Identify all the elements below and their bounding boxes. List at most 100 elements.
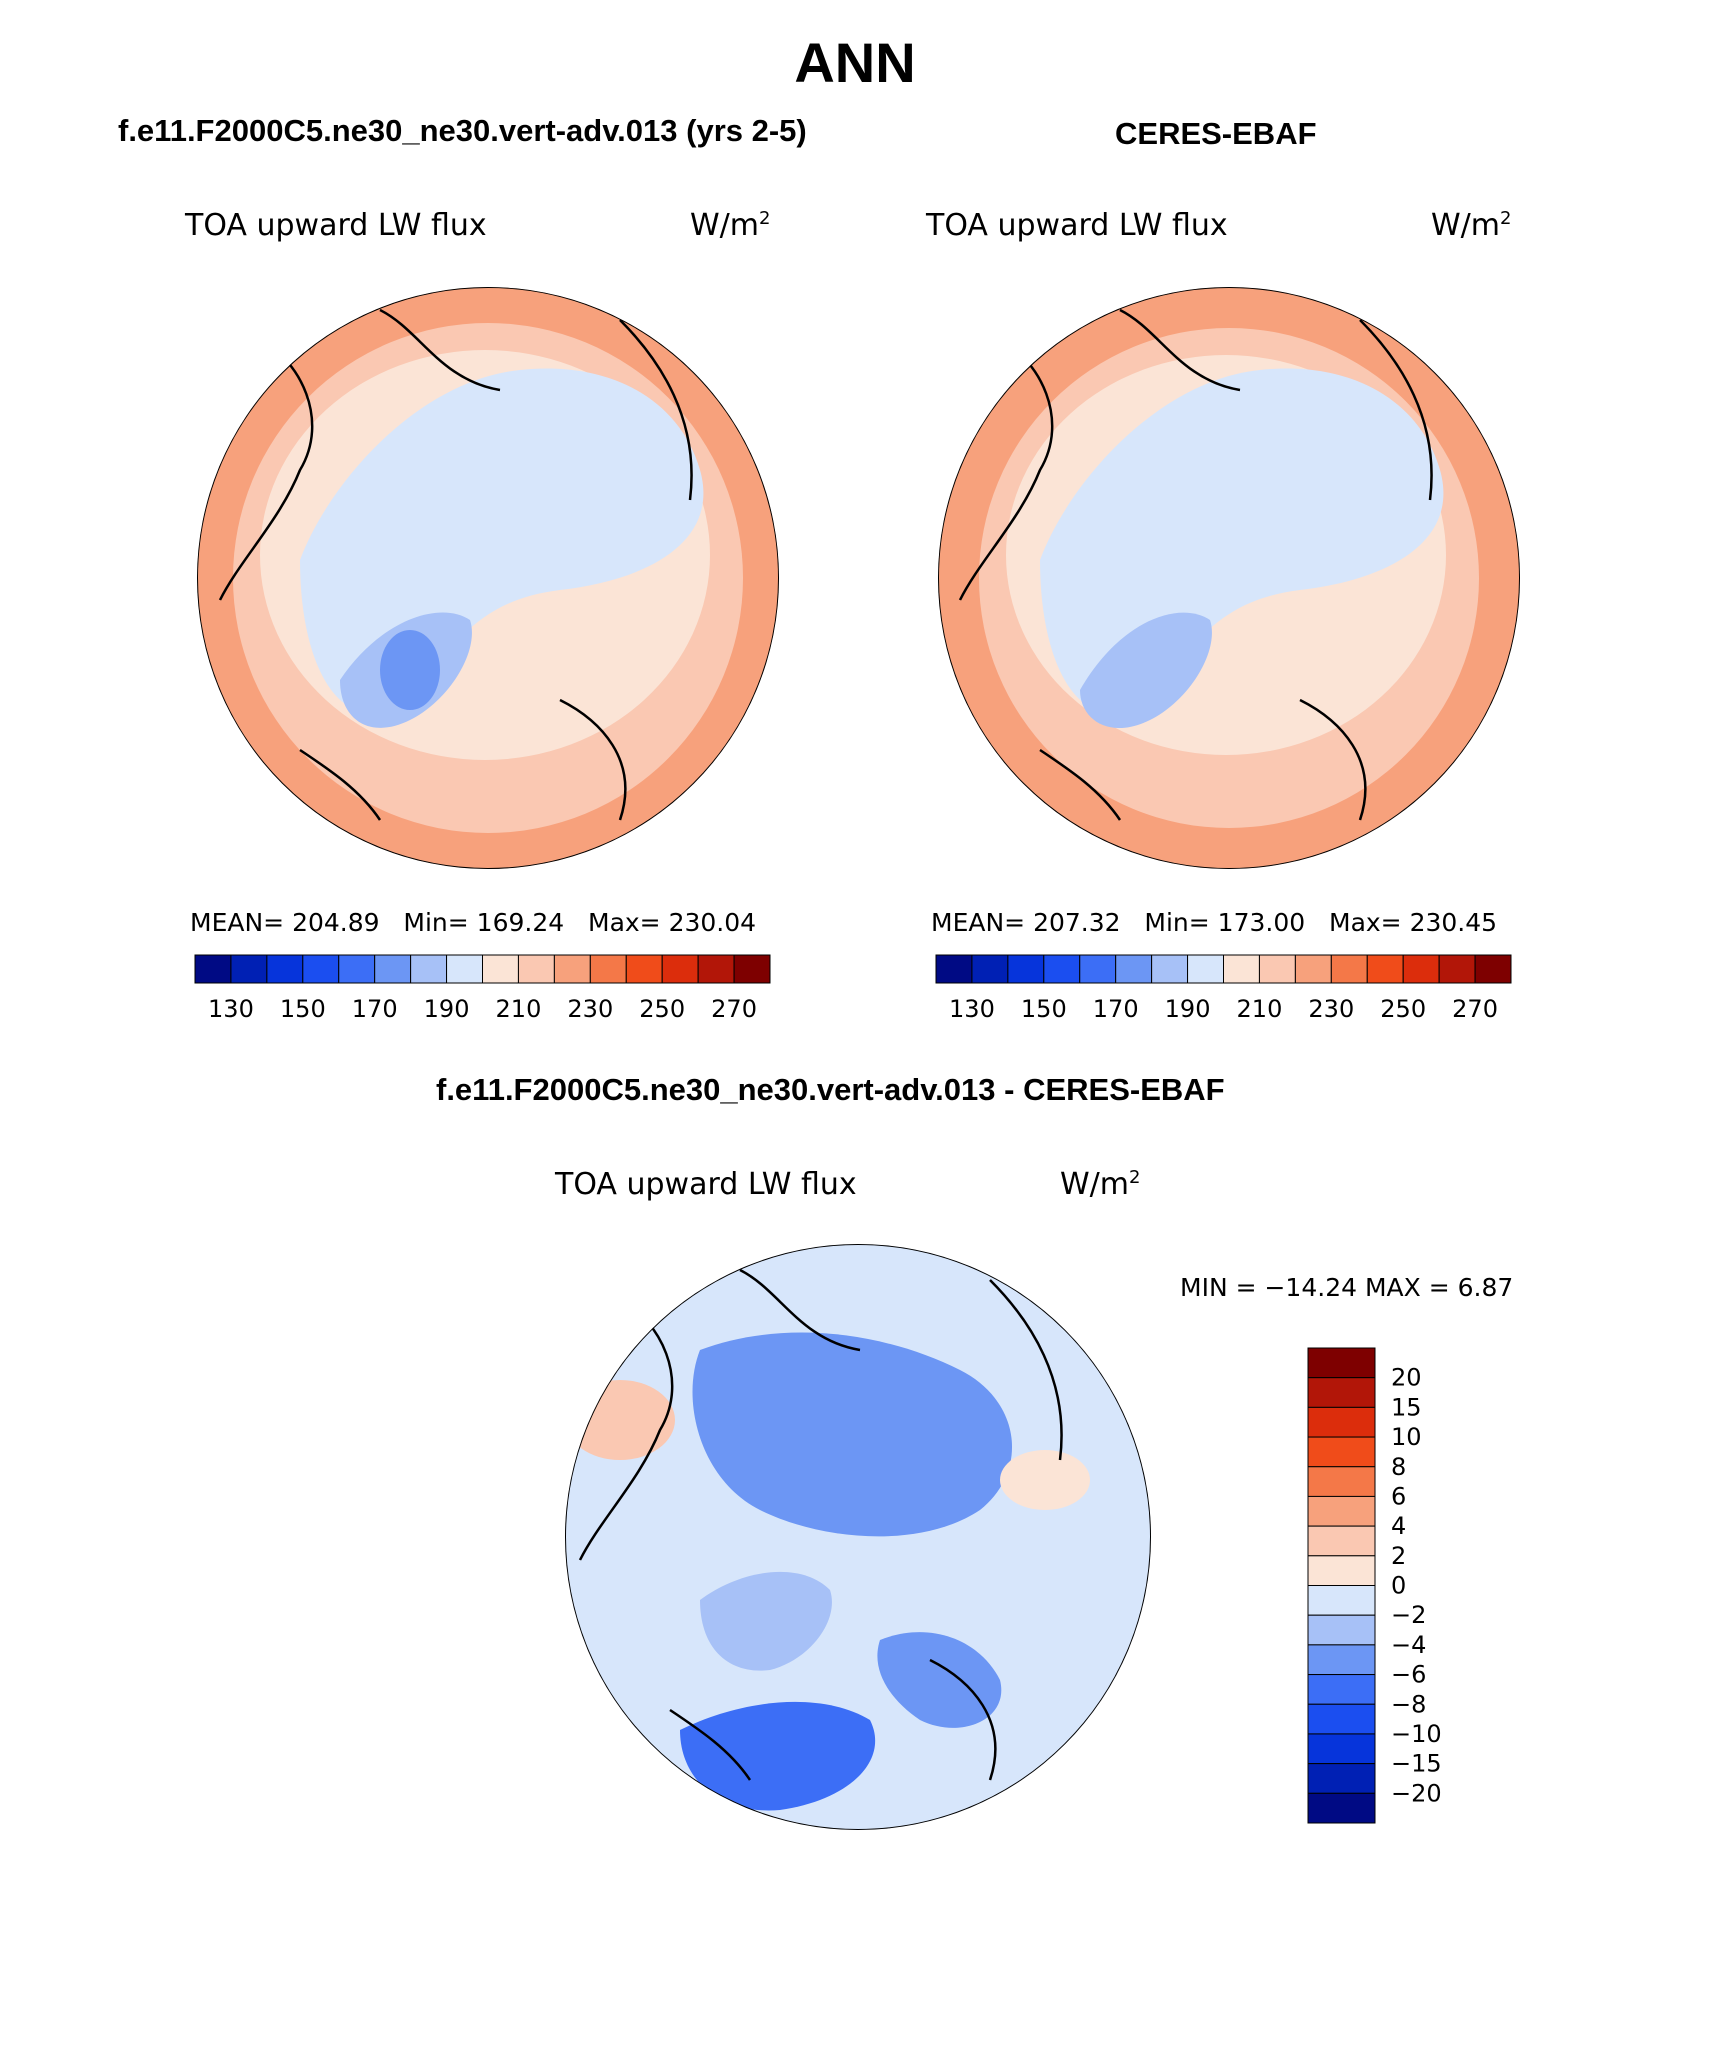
obs-units-label: W/m2 [1431,208,1512,243]
model-colorbar-box [661,954,699,984]
diff-colorbar-tick-label: −4 [1391,1631,1426,1659]
page-title: ANN [794,31,916,94]
obs-colorbar-box [1402,954,1440,984]
obs-colorbar-box [1223,954,1260,984]
obs-colorbar-box [1474,954,1512,984]
model-stats: MEAN= 204.89 Min= 169.24 Max= 230.04 [190,908,757,937]
obs-colorbar-tick-label: 150 [1021,995,1067,1023]
diff-colorbar-box [1307,1466,1376,1497]
model-colorbar-box [410,954,448,984]
model-colorbar-box [517,954,555,984]
model-variable-label: TOA upward LW flux [185,208,487,243]
diff-map-warm-patch-west [565,1380,675,1460]
obs-colorbar-box [1438,954,1476,984]
diff-colorbar-box [1307,1495,1376,1527]
diff-colorbar-tick-label: −6 [1391,1661,1426,1689]
obs-colorbar-tick-label: 210 [1237,995,1283,1023]
model-colorbar: 130 150 170 190 210 230 250 270 [194,954,771,1023]
obs-colorbar-box [971,954,1009,984]
model-colorbar-box [194,954,232,984]
diff-colorbar-tick-label: 20 [1391,1364,1422,1392]
obs-colorbar-box [1115,954,1153,984]
diff-colorbar-tick-label: 15 [1391,1393,1422,1421]
model-colorbar-box [374,954,412,984]
diff-colorbar-tick-label: −2 [1391,1601,1426,1629]
model-colorbar-box [302,954,340,984]
diff-colorbar-box [1307,1792,1376,1824]
diff-colorbar-tick-label: 0 [1391,1572,1406,1600]
obs-colorbar-tick-label: 270 [1452,995,1498,1023]
obs-variable-label: TOA upward LW flux [926,208,1228,243]
diff-colorbar-box [1307,1406,1376,1438]
model-panel-title: f.e11.F2000C5.ne30_ne30.vert-adv.013 (yr… [118,113,807,148]
diff-map [565,1244,1151,1830]
diff-colorbar-tick-label: 2 [1391,1542,1406,1570]
diff-colorbar-tick-label: −8 [1391,1690,1426,1718]
obs-colorbar-box [935,954,973,984]
diff-map-greenland-anomaly [700,1571,832,1671]
model-colorbar-box [482,954,519,984]
diff-map-scandinavia-anomaly [877,1632,1002,1728]
model-colorbar-tick-label: 150 [280,995,326,1023]
diff-colorbar-box [1307,1525,1376,1557]
model-colorbar-box [697,954,735,984]
diff-map-coastlines [578,1268,1063,1781]
diff-colorbar-tick-label: −10 [1391,1720,1442,1748]
diff-colorbar-tick-label: 10 [1391,1423,1422,1451]
obs-map-coastlines [958,308,1433,821]
diff-map-warm-patch-east [1000,1450,1090,1510]
diff-colorbar-box [1307,1674,1376,1705]
model-map-coastlines [218,308,693,821]
obs-colorbar-box [1187,954,1224,984]
diff-colorbar-tick-label: −15 [1391,1750,1442,1778]
model-colorbar-box [589,954,627,984]
diff-units-label: W/m2 [1060,1167,1141,1202]
obs-stats: MEAN= 207.32 Min= 173.00 Max= 230.45 [931,908,1498,937]
obs-colorbar-box [1330,954,1368,984]
obs-colorbar-tick-label: 250 [1380,995,1426,1023]
model-colorbar-tick-label: 250 [639,995,685,1023]
model-map-greenland-core [380,630,440,710]
model-colorbar-box [553,954,591,984]
model-colorbar-box [446,954,483,984]
diff-minmax: MIN = −14.24 MAX = 6.87 [1180,1273,1514,1302]
model-colorbar-tick-label: 230 [567,995,613,1023]
model-colorbar-box [338,954,376,984]
diff-colorbar-box [1307,1347,1376,1379]
obs-map [938,287,1520,869]
obs-colorbar-tick-label: 130 [949,995,995,1023]
obs-colorbar-box [1151,954,1189,984]
diff-colorbar-box [1307,1377,1376,1408]
model-map [197,287,779,869]
model-colorbar-box [625,954,663,984]
obs-colorbar-box [1294,954,1332,984]
diff-map-atlantic-anomaly [680,1701,876,1811]
diff-colorbar-box [1307,1703,1376,1735]
obs-colorbar: 130 150 170 190 210 230 250 270 [935,954,1512,1023]
diff-colorbar-box [1307,1733,1376,1765]
diff-colorbar-box [1307,1614,1376,1646]
obs-colorbar-box [1366,954,1404,984]
model-colorbar-tick-label: 210 [496,995,542,1023]
model-colorbar-box [230,954,268,984]
diff-map-arctic-anomaly [692,1332,1013,1537]
diff-variable-label: TOA upward LW flux [555,1167,857,1202]
obs-colorbar-tick-label: 230 [1308,995,1354,1023]
diff-colorbar-tick-label: 4 [1391,1512,1406,1540]
diff-colorbar-box [1307,1763,1376,1794]
obs-colorbar-box [1007,954,1045,984]
diff-colorbar-tick-label: 6 [1391,1482,1406,1510]
obs-colorbar-tick-label: 190 [1165,995,1211,1023]
model-colorbar-box [266,954,304,984]
diff-panel-title: f.e11.F2000C5.ne30_ne30.vert-adv.013 - C… [436,1072,1225,1107]
diff-colorbar-tick-label: −20 [1391,1779,1442,1807]
obs-colorbar-box [1258,954,1296,984]
diff-colorbar-box [1307,1585,1376,1616]
diff-colorbar-tick-label: 8 [1391,1453,1406,1481]
model-colorbar-box [733,954,771,984]
model-units-label: W/m2 [690,208,771,243]
obs-colorbar-tick-label: 170 [1093,995,1139,1023]
obs-colorbar-box [1043,954,1081,984]
